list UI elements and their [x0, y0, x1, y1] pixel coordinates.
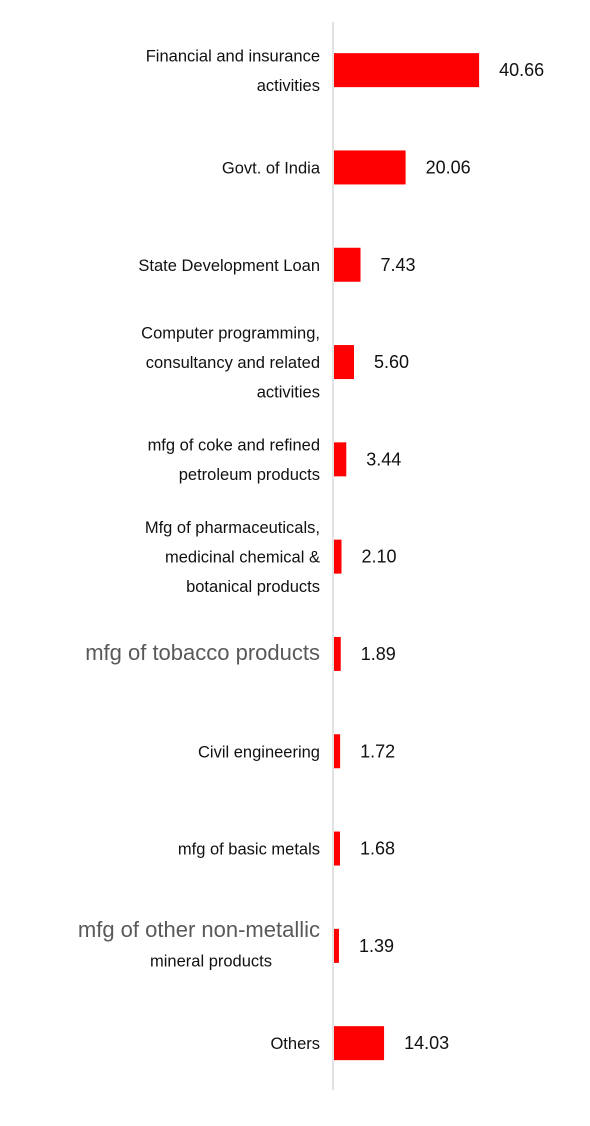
- bar: [334, 442, 347, 477]
- bar: [334, 636, 341, 671]
- bar: [334, 1026, 385, 1061]
- category-label: Computer programming, consultancy and rel…: [141, 325, 320, 402]
- category-label: Others: [270, 1035, 320, 1053]
- value-label: 1.72: [360, 741, 395, 761]
- category-label: Financial and insurance activities: [146, 47, 320, 95]
- category-label-line: consultancy and related: [146, 354, 320, 372]
- value-label: 14.03: [404, 1033, 449, 1053]
- category-label-line: activities: [257, 384, 320, 402]
- value-label: 20.06: [426, 157, 471, 177]
- category-label-line: Mfg of pharmaceuticals,: [145, 519, 320, 537]
- bar: [334, 150, 406, 185]
- value-label: 2.10: [361, 547, 396, 567]
- category-label-line: Civil engineering: [198, 743, 320, 761]
- value-labels-group: 40.66 20.06 7.43 5.60 3.44 2.10 1.89 1.72 1.68 1.…: [359, 60, 544, 1053]
- value-label: 1.39: [359, 936, 394, 956]
- category-label: mfg of other non-metallic mineral product…: [78, 917, 320, 971]
- category-label-line: mfg of other non-metallic: [78, 917, 320, 942]
- value-label: 3.44: [366, 449, 401, 469]
- category-label-line: Govt. of India: [222, 159, 321, 177]
- value-label: 7.43: [381, 255, 416, 275]
- category-label: Civil engineering: [198, 743, 320, 761]
- bar: [334, 831, 340, 866]
- category-labels-group: Financial and insurance activities Govt. o…: [78, 47, 321, 1053]
- category-label-line: Computer programming,: [141, 325, 320, 343]
- category-label-line: botanical products: [186, 578, 320, 596]
- value-label: 1.68: [360, 839, 395, 859]
- bar: [334, 345, 354, 380]
- category-label-line: petroleum products: [179, 466, 320, 484]
- category-label-line: medicinal chemical &: [165, 549, 320, 567]
- category-label: State Development Loan: [138, 257, 320, 275]
- bar: [334, 734, 341, 769]
- category-label-line: mfg of basic metals: [178, 841, 320, 859]
- bars-group: [334, 53, 480, 1061]
- category-label: mfg of coke and refined petroleum product…: [148, 437, 320, 485]
- value-label: 40.66: [499, 60, 544, 80]
- category-label-line: activities: [257, 77, 320, 95]
- category-label-line: mineral products: [150, 953, 272, 971]
- bar: [334, 53, 480, 88]
- value-label: 1.89: [361, 644, 396, 664]
- value-label: 5.60: [374, 352, 409, 372]
- category-label-line: State Development Loan: [138, 257, 320, 275]
- bar: [334, 928, 339, 963]
- category-label-line: mfg of coke and refined: [148, 437, 320, 455]
- bar: [334, 247, 361, 282]
- category-label-line: mfg of tobacco products: [85, 640, 320, 665]
- category-label: mfg of basic metals: [178, 841, 320, 859]
- bar: [334, 539, 342, 574]
- category-label-line: Financial and insurance: [146, 47, 320, 65]
- category-label: Govt. of India: [222, 159, 321, 177]
- category-label: Mfg of pharmaceuticals, medicinal chemica…: [145, 519, 320, 596]
- category-label: mfg of tobacco products: [85, 640, 320, 665]
- category-label-line: Others: [270, 1035, 320, 1053]
